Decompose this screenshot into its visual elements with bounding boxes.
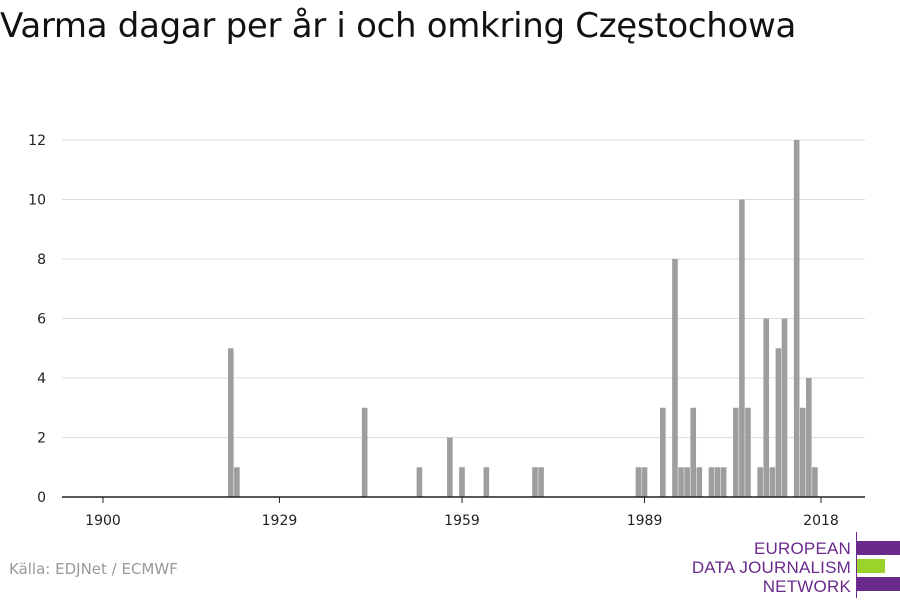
bar-2006 [745,407,751,497]
bar-2015 [799,407,806,497]
bar-1922 [234,467,240,497]
bar-1998 [696,467,703,497]
bar-1988 [635,467,642,497]
bar-1994 [672,259,678,497]
y-tick-label-12: 12 [28,133,46,149]
bar-1992 [660,407,666,497]
edjnet-logo: EUROPEAN DATA JOURNALISM NETWORK [692,532,900,598]
bar-1995 [678,467,684,497]
x-tick-label-1989: 1989 [627,513,663,529]
bar-2017 [812,467,818,497]
logo-divider [856,532,857,598]
y-tick-labels: 0 2 4 6 8 10 12 [28,133,46,506]
bar-2008 [757,467,763,497]
bar-2012 [781,318,788,497]
y-tick-label-6: 6 [37,312,46,328]
x-tick-label-1900: 1900 [85,513,121,529]
bar-1921 [227,348,234,497]
y-tick-label-10: 10 [28,193,46,209]
logo-line-european: EUROPEAN [753,539,851,558]
bar-2011 [775,348,782,497]
logo-bar-top [857,541,900,555]
bars [227,140,818,497]
logo-bar-bottom [857,577,900,591]
bar-1996 [684,467,690,497]
y-tick-label-8: 8 [37,252,46,268]
x-tick-labels: 1900 1929 1959 1989 2018 [85,513,839,529]
bar-2016 [806,378,812,497]
x-tick-label-1929: 1929 [262,513,298,529]
bar-1972 [538,467,544,497]
x-axis [62,496,865,503]
bar-1963 [483,467,490,497]
y-tick-label-4: 4 [37,371,46,387]
bar-2014 [793,140,800,497]
bar-1997 [690,407,697,497]
chart-title: Varma dagar per år i och omkring Częstoc… [0,6,797,46]
bar-1959 [459,467,465,497]
bar-2005 [739,199,745,497]
source-note: Källa: EDJNet / ECMWF [9,560,178,578]
logo-text: EUROPEAN DATA JOURNALISM NETWORK [692,539,851,596]
bar-2001 [714,467,721,497]
bar-1957 [447,437,453,497]
bar-1989 [641,467,648,497]
gridlines [62,139,865,438]
x-tick-label-1959: 1959 [444,513,480,529]
bar-2010 [769,467,776,497]
bar-1971 [532,467,538,497]
bar-1943 [361,407,368,497]
logo-line-network: NETWORK [762,577,851,596]
bar-2000 [708,467,715,497]
bar-2002 [720,467,727,497]
bar-2009 [763,318,770,497]
y-tick-label-0: 0 [37,490,46,506]
y-tick-label-2: 2 [37,431,46,447]
bar-2004 [733,407,739,497]
logo-line-data-journalism: DATA JOURNALISM [691,558,851,577]
bar-1952 [416,467,423,497]
logo-bar-middle [857,559,885,573]
x-tick-label-2018: 2018 [803,513,839,529]
